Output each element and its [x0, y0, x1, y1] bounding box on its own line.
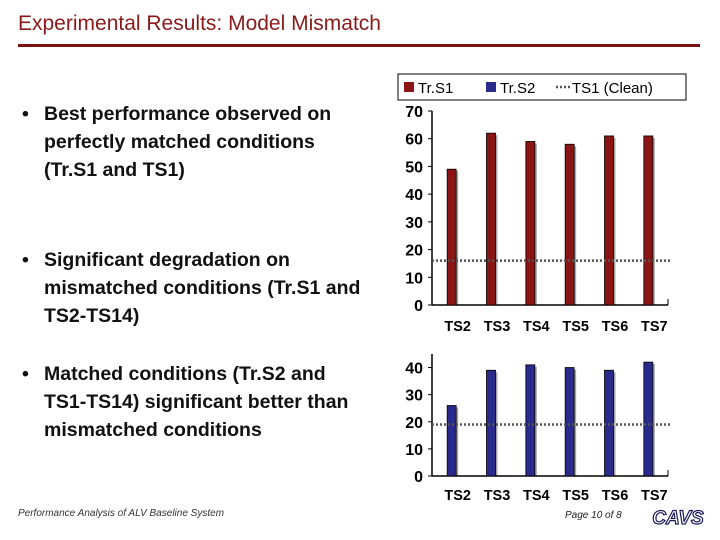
- x-tick-label: TS4: [523, 488, 550, 504]
- x-tick-label: TS6: [602, 488, 629, 504]
- bar-ts3: [486, 369, 496, 477]
- bar-shadow: [613, 137, 616, 305]
- bar-shadow: [652, 364, 655, 476]
- chart-top: 0 10 20 30 40 50 60 70 TS2 TS3 TS4 TS5 TS6 TS7: [405, 104, 672, 335]
- bar-ts7: [643, 361, 654, 477]
- y-tick-label: 30: [405, 388, 423, 405]
- y-tick-label: 20: [405, 415, 423, 432]
- x-tick-label: TS3: [484, 488, 511, 504]
- bar-ts2: [446, 168, 457, 306]
- x-tick-label: TS3: [484, 319, 511, 335]
- bar-shadow: [534, 366, 537, 476]
- y-tick-label: 10: [405, 270, 423, 287]
- page-number: Page 10 of 8: [565, 510, 622, 521]
- bar-ts4: [525, 364, 536, 477]
- bar-ts6: [604, 135, 614, 306]
- legend-swatch-2: [486, 82, 496, 92]
- y-tick-label: 20: [405, 243, 423, 260]
- legend-label-2: Tr.S2: [500, 80, 535, 97]
- x-tick-label: TS5: [562, 319, 589, 335]
- y-tick-label: 30: [405, 215, 423, 232]
- bar-ts5: [564, 143, 575, 306]
- legend-box: [397, 73, 687, 101]
- bar-shadow: [652, 137, 655, 305]
- bullet-item-matched-conditions: • Matched conditions (Tr.S2 and TS1-TS14…: [22, 360, 367, 444]
- chart-bottom: 0 10 20 30 40 TS2 TS3 TS4 TS5 TS6 TS7: [405, 354, 672, 504]
- y-tick-label: 60: [405, 132, 423, 149]
- bar-ts6: [604, 369, 614, 477]
- x-tick-label: TS5: [562, 488, 589, 504]
- plot-area: [432, 111, 668, 305]
- y-tick-label: 40: [405, 361, 423, 378]
- bar-shadow: [495, 135, 498, 305]
- bullet-text: Best performance observed on perfectly m…: [44, 103, 332, 181]
- bar-shadow: [456, 407, 459, 476]
- cavs-logo: CAVS: [652, 507, 705, 529]
- logo-text: CAVS: [652, 508, 704, 529]
- slide-title: Experimental Results: Model Mismatch: [18, 12, 381, 35]
- bar-shadow: [456, 171, 459, 305]
- x-tick-label: TS7: [641, 488, 668, 504]
- bar-shadow: [574, 369, 577, 476]
- y-tick-label: 50: [405, 159, 423, 176]
- y-tick-label: 0: [414, 469, 423, 486]
- bar-ts2: [446, 405, 457, 477]
- y-tick-label: 70: [405, 104, 423, 121]
- bar-shadow: [613, 372, 616, 476]
- bar-ts5: [564, 367, 575, 477]
- footer-presentation-title: Performance Analysis of ALV Baseline Sys…: [18, 508, 225, 519]
- bullet-marker: •: [22, 363, 29, 385]
- legend-label-1: Tr.S1: [418, 80, 453, 97]
- bar-ts4: [525, 141, 536, 306]
- x-tick-label: TS6: [602, 319, 629, 335]
- bar-shadow: [574, 146, 577, 305]
- bar-shadow: [534, 143, 537, 305]
- x-tick-label: TS7: [641, 319, 668, 335]
- bullet-marker: •: [22, 103, 29, 125]
- plot-area: [432, 354, 668, 476]
- x-tick-label: TS2: [444, 488, 471, 504]
- bullet-marker: •: [22, 249, 29, 271]
- legend-swatch-1: [404, 82, 414, 92]
- x-tick-label: TS4: [523, 319, 550, 335]
- x-tick-label: TS2: [444, 319, 471, 335]
- bullet-item-best-performance: • Best performance observed on perfectly…: [22, 100, 367, 184]
- y-tick-label: 0: [414, 298, 423, 315]
- bullet-text: Significant degradation on mismatched co…: [44, 249, 361, 327]
- title-underline: [18, 44, 700, 47]
- legend-label-3: TS1 (Clean): [572, 80, 653, 97]
- bar-ts3: [486, 132, 496, 306]
- y-tick-label: 40: [405, 187, 423, 204]
- bar-ts7: [643, 135, 654, 306]
- y-tick-label: 10: [405, 442, 423, 459]
- bullet-item-degradation: • Significant degradation on mismatched …: [22, 246, 367, 330]
- bullet-text: Matched conditions (Tr.S2 and TS1-TS14) …: [44, 363, 349, 441]
